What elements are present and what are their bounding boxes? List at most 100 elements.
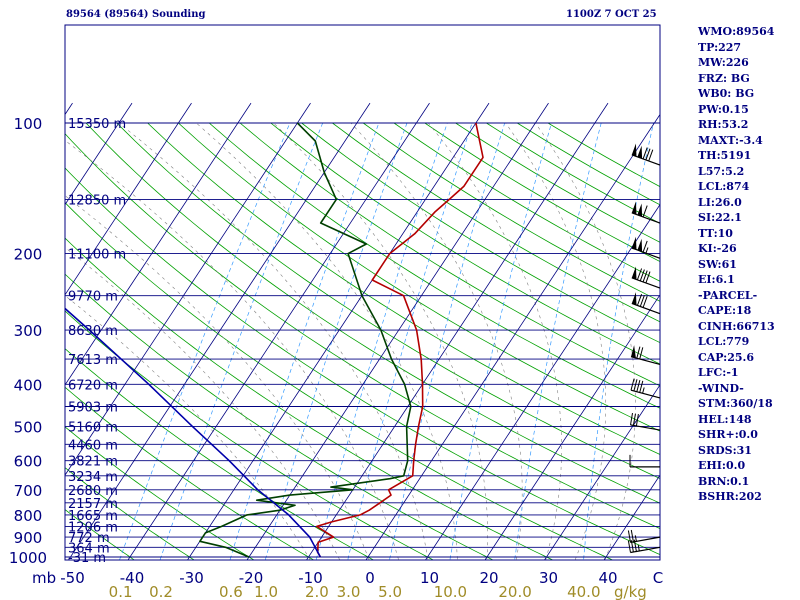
wind-barb-full: [633, 539, 637, 552]
mixing-ratio-label: 40.0: [567, 583, 600, 600]
temperature-tick-label: -20: [239, 569, 264, 587]
wind-barb-full: [636, 346, 641, 359]
height-label: 11100 m: [68, 248, 126, 263]
stat-row: MAXT:-3.4: [698, 133, 763, 147]
height-label: 8630 m: [68, 324, 118, 339]
temperature-tick-label: 40: [598, 569, 617, 587]
pressure-tick-label: 400: [14, 376, 43, 394]
pressure-tick-label: 100: [14, 115, 43, 133]
height-label: 1665 m: [68, 509, 118, 524]
dry-adiabat: [208, 122, 660, 409]
stat-row: SHR+:0.0: [698, 428, 758, 441]
pressure-tick-label: 500: [14, 418, 43, 436]
isotherm: [544, 384, 660, 560]
wind-barb-full: [630, 529, 634, 542]
stat-row: KI:-26: [698, 242, 737, 255]
series: [65, 122, 484, 558]
height-label: 3821 m: [68, 455, 118, 470]
stat-row: LI:26.0: [698, 195, 742, 209]
stat-row: BRN:0.1: [698, 474, 750, 488]
mixing-ratio-label: 1.0: [254, 583, 278, 600]
stat-row: WMO:89564: [698, 25, 775, 38]
temperature-tick-label: 0: [365, 569, 375, 587]
stat-row: -WIND-: [698, 381, 744, 395]
isotherm: [127, 102, 430, 560]
chart-timestamp: 1100Z 7 OCT 25: [566, 9, 657, 20]
wind-barb: [631, 201, 661, 224]
mixing-ratio-label: 5.0: [378, 583, 402, 600]
height-label: 15350 m: [68, 117, 126, 132]
wind-barb-staff: [630, 389, 661, 399]
height-label: 1206 m: [68, 520, 118, 535]
isotherm: [65, 102, 133, 206]
temperature-tick-label: 30: [539, 569, 558, 587]
wind-barb-full: [645, 271, 651, 284]
mixing-ratio-label: 0.2: [149, 583, 173, 600]
wind-barb-half: [634, 535, 637, 542]
wind-barb-staff: [631, 277, 661, 289]
pressure-tick-label: 800: [14, 507, 43, 525]
wind-barb-full: [639, 347, 644, 360]
wind-barb: [627, 539, 661, 554]
height-label: 2157 m: [68, 497, 118, 512]
wind-barb-full: [635, 414, 639, 426]
moist-adiabat: [65, 140, 399, 560]
isotherm: [187, 102, 490, 560]
mixing-ratio-line: [449, 122, 552, 560]
wind-barb-full: [642, 147, 648, 160]
wind-barb-full: [630, 378, 635, 391]
mixing-ratio-label: 0.1: [109, 583, 133, 600]
pressure-tick-label: 900: [14, 529, 43, 547]
stat-row: TH:5191: [698, 149, 752, 162]
wind-barb-flag: [631, 201, 637, 215]
pressure-tick-label: 300: [14, 322, 43, 340]
moist-adiabat: [196, 122, 458, 560]
stats-panel: WMO:89564 TP:227 MW:226 FRZ: BG WB0: BG PW:0.…: [698, 24, 798, 505]
wind-barb-flag: [637, 238, 643, 252]
wind-barb: [630, 413, 661, 431]
pressure-tick-label: 600: [14, 453, 43, 471]
wind-barb-flag: [631, 236, 637, 250]
temperature-tick-label: 20: [479, 569, 498, 587]
dry-adiabat: [65, 509, 136, 560]
dry-adiabat: [65, 133, 660, 529]
mixing-ratio-label: 3.0: [337, 583, 361, 600]
stat-row: -PARCEL-: [698, 288, 758, 302]
chart-title: 89564 (89564) Sounding: [66, 9, 206, 20]
moist-adiabat: [65, 295, 311, 560]
mixing-ratio-line: [583, 122, 654, 560]
dry-adiabat: [65, 386, 315, 560]
mixing-ratio-line: [389, 122, 506, 560]
stat-row: SI:22.1: [698, 211, 742, 224]
wind-barb-flag: [631, 345, 636, 358]
stat-row: SRDS:31: [698, 443, 752, 457]
height-label: 7613 m: [68, 353, 118, 368]
height-label: 5160 m: [68, 420, 118, 435]
isotherm: [425, 203, 660, 560]
wind-barb-flag: [631, 266, 637, 280]
stat-row: SW:61: [698, 257, 737, 271]
dry-adiabat: [116, 122, 660, 480]
temperature-end-label: C: [653, 569, 663, 587]
stat-row: TP:227: [698, 40, 742, 54]
dry-adiabat: [65, 426, 255, 560]
wind-barb-staff: [630, 424, 661, 431]
height-label: 2680 m: [68, 484, 118, 499]
wind-barb-full: [636, 268, 643, 280]
stat-row: LCL:779: [698, 335, 750, 348]
dry-adiabat: [65, 273, 494, 560]
wind-barb-full: [636, 294, 643, 306]
dry-adiabat: [65, 467, 195, 560]
wind-barb: [631, 292, 661, 315]
series-line-temperature: [315, 122, 484, 558]
height-label: 9770 m: [68, 290, 118, 305]
wind-barb-full: [648, 149, 654, 162]
height-label: 5903 m: [68, 401, 118, 416]
height-label: 772 m: [68, 531, 110, 546]
stat-row: STM:360/18: [698, 397, 773, 410]
isotherm: [65, 102, 311, 476]
stat-row: BSHR:202: [698, 490, 762, 503]
wind-barb-full: [642, 205, 648, 218]
isotherm: [0, 103, 13, 566]
